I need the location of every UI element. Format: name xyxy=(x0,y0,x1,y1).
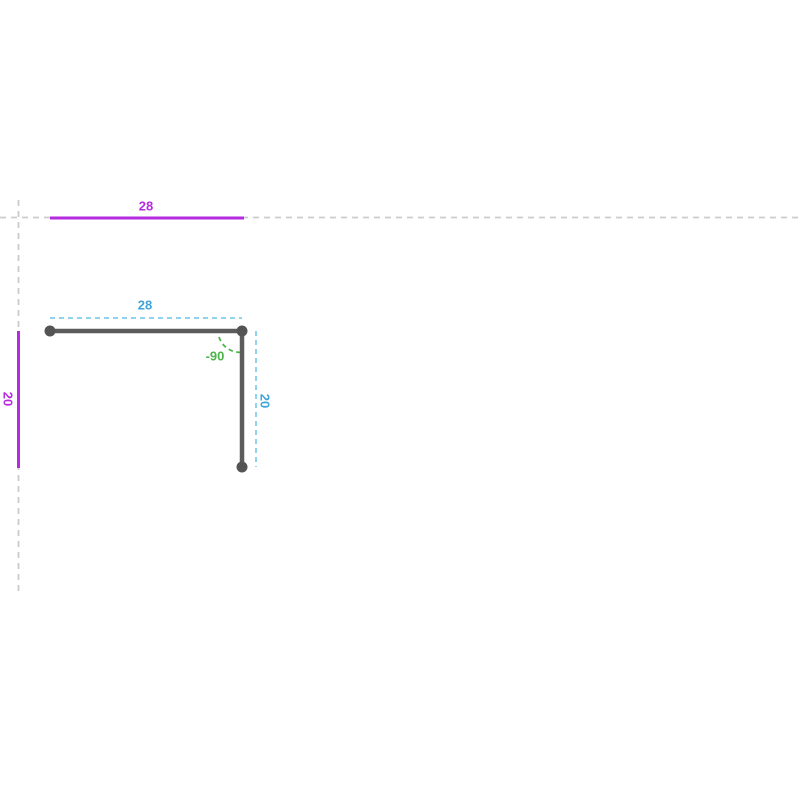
overall-width-dimension-label[interactable]: 28 xyxy=(138,198,154,214)
profile-node-start[interactable] xyxy=(44,325,56,337)
profile-node-corner[interactable] xyxy=(236,325,248,337)
segment-right-length-label[interactable]: 20 xyxy=(257,393,273,409)
bend-angle-arc xyxy=(218,336,245,354)
overall-height-dimension-label[interactable]: 20 xyxy=(0,391,16,407)
segment-top-length-label[interactable]: 28 xyxy=(137,297,153,313)
profile-node-end[interactable] xyxy=(236,461,248,473)
bend-angle-label[interactable]: -90 xyxy=(205,348,225,364)
